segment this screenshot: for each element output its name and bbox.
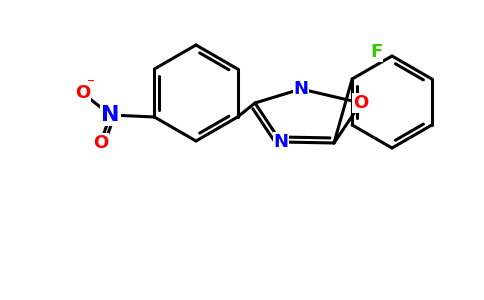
Text: O: O <box>75 84 90 102</box>
Text: O: O <box>353 94 369 112</box>
Text: N: N <box>293 80 308 98</box>
Text: ⁻: ⁻ <box>88 76 95 92</box>
Text: N: N <box>273 133 288 151</box>
Text: F: F <box>370 43 382 61</box>
Text: O: O <box>93 134 108 152</box>
Text: N: N <box>101 105 120 125</box>
